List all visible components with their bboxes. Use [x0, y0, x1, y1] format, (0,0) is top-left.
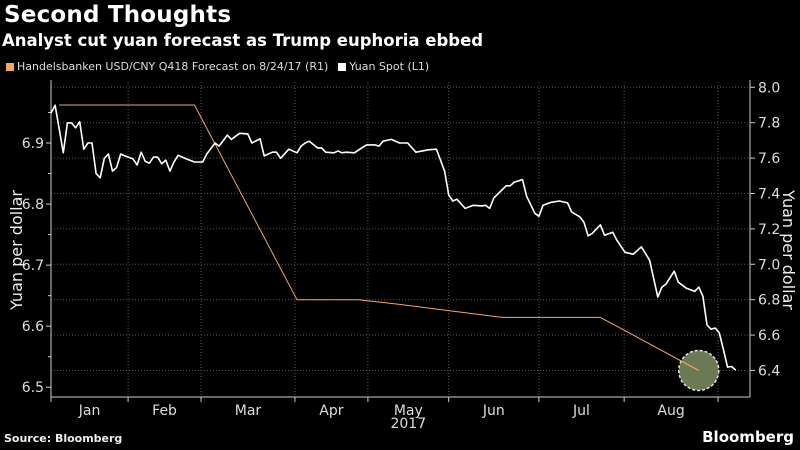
x-axis-month-label: Jul — [572, 403, 590, 419]
forecast-line — [59, 104, 700, 371]
x-axis-month-label: Aug — [657, 403, 684, 419]
x-axis-month-label: Jun — [482, 403, 505, 419]
left-axis-tick-label: 6.6 — [22, 319, 44, 335]
right-axis-tick-label: 7.0 — [758, 257, 780, 273]
right-axis-title: Yuan per dollar — [779, 189, 798, 310]
x-axis-month-label: Mar — [235, 403, 262, 419]
legend-label-spot: Yuan Spot (L1) — [349, 60, 430, 73]
x-axis-month-label: Feb — [152, 403, 177, 419]
right-axis-tick-label: 7.2 — [758, 222, 780, 238]
right-axis-tick-label: 6.6 — [758, 328, 780, 344]
right-axis-tick-label: 8.0 — [758, 80, 780, 96]
right-axis-tick-label: 7.4 — [758, 186, 780, 202]
x-axis-month-label: Jan — [78, 403, 101, 419]
chart-title: Second Thoughts — [4, 2, 232, 28]
right-axis-tick-label: 7.8 — [758, 116, 780, 132]
right-axis-tick-label: 6.4 — [758, 363, 780, 379]
right-axis-tick-label: 7.6 — [758, 151, 780, 167]
legend-item-forecast: Handelsbanken USD/CNY Q418 Forecast on 8… — [6, 60, 328, 73]
left-axis-tick-label: 6.9 — [22, 136, 44, 152]
chart-subtitle: Analyst cut yuan forecast as Trump eupho… — [2, 31, 484, 50]
legend-swatch-forecast — [6, 62, 14, 71]
source-note: Source: Bloomberg — [4, 432, 123, 445]
legend-swatch-spot — [338, 62, 347, 71]
bloomberg-logo: Bloomberg — [702, 428, 794, 446]
legend-label-forecast: Handelsbanken USD/CNY Q418 Forecast on 8… — [17, 60, 329, 73]
left-axis-tick-label: 6.5 — [22, 380, 44, 396]
left-axis-title: Yuan per dollar — [7, 190, 26, 311]
left-axis-tick-label: 6.8 — [22, 197, 44, 213]
yuan-spot-line — [50, 104, 737, 371]
legend-item-spot: Yuan Spot (L1) — [338, 60, 429, 73]
x-axis-year-label: 2017 — [390, 416, 426, 432]
right-axis-tick-label: 6.8 — [758, 293, 780, 309]
left-axis-tick-label: 6.7 — [22, 258, 44, 274]
x-axis-month-label: Apr — [319, 403, 343, 419]
legend: Handelsbanken USD/CNY Q418 Forecast on 8… — [6, 60, 429, 73]
x-axis-month-label: May — [394, 403, 423, 419]
